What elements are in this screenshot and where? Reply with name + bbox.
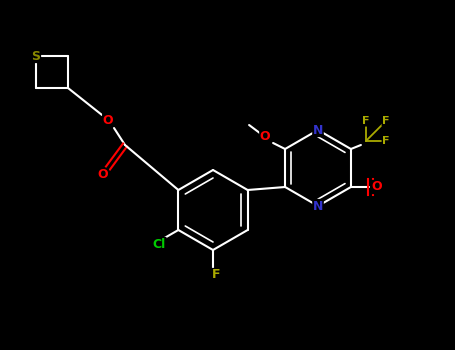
- Text: N: N: [313, 199, 323, 212]
- Text: F: F: [382, 116, 389, 126]
- Text: Cl: Cl: [153, 238, 166, 251]
- Text: O: O: [372, 181, 382, 194]
- Text: S: S: [31, 49, 40, 63]
- Text: O: O: [260, 131, 270, 144]
- Text: F: F: [362, 116, 369, 126]
- Text: F: F: [212, 268, 220, 281]
- Text: O: O: [98, 168, 108, 182]
- Text: F: F: [382, 136, 389, 146]
- Text: N: N: [313, 124, 323, 136]
- Text: O: O: [103, 113, 113, 126]
